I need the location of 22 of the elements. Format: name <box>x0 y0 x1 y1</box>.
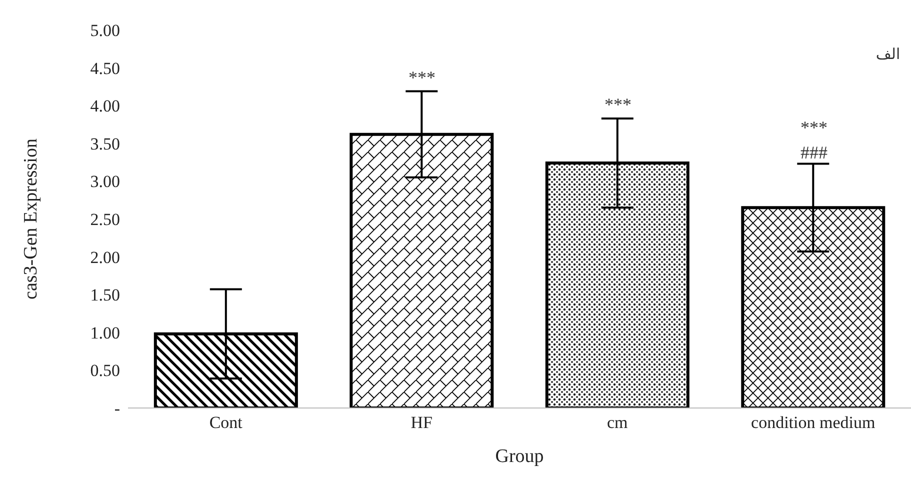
y-tick-label: 2.00 <box>90 248 120 267</box>
y-tick-label: 3.50 <box>90 134 120 154</box>
y-tick-label: - <box>114 399 120 418</box>
y-tick-label: 3.00 <box>90 172 120 192</box>
x-tick-label: HF <box>410 413 432 432</box>
y-tick-label: 4.00 <box>90 96 120 116</box>
y-axis-title: cas3-Gen Expression <box>20 138 42 300</box>
annotation: ### <box>800 142 828 164</box>
y-tick-label: 2.50 <box>90 210 120 230</box>
x-tick-label: Cont <box>209 413 243 432</box>
y-tick-label: 5.00 <box>90 21 120 40</box>
y-tick-label: 4.50 <box>90 58 120 78</box>
y-tick-label: 1.00 <box>90 323 120 342</box>
x-tick-label: cm <box>606 413 628 432</box>
annotation: *** <box>604 94 632 116</box>
annotation: *** <box>800 118 828 138</box>
y-tick-label: 0.50 <box>90 361 120 380</box>
annotation: الف <box>876 45 900 63</box>
y-tick-label: 1.50 <box>90 286 120 305</box>
x-tick-label: condition medium <box>751 413 876 432</box>
annotation: *** <box>408 68 436 88</box>
x-axis-title: Group <box>495 446 544 467</box>
